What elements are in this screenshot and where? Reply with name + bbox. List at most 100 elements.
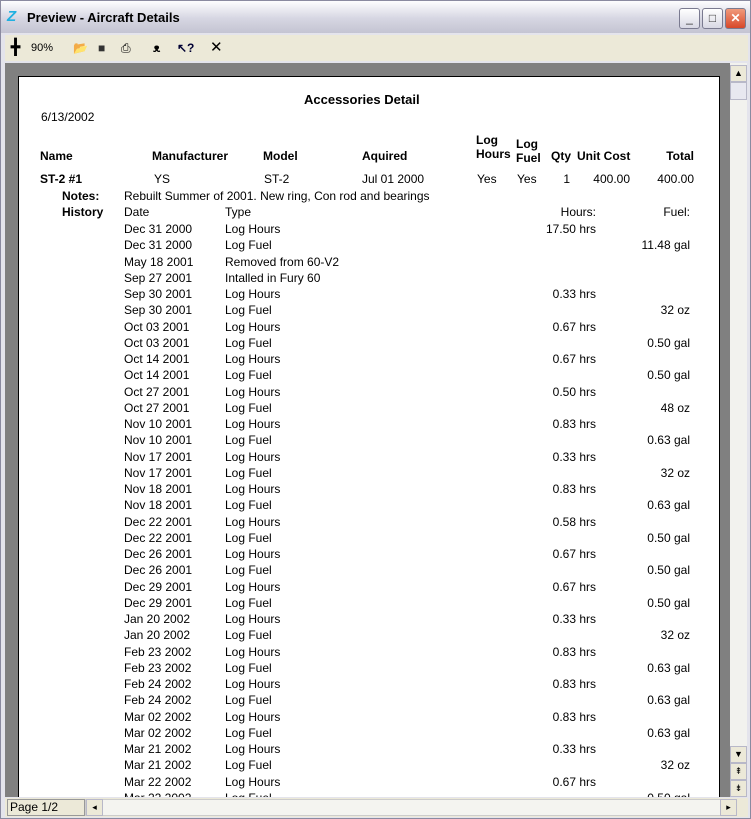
header-name: Name (40, 149, 73, 163)
history-date: Mar 22 2002 (124, 791, 191, 797)
history-date: Feb 24 2002 (124, 677, 192, 691)
history-date: Nov 10 2001 (124, 433, 193, 448)
history-date: Sep 27 2001 (124, 270, 193, 285)
history-fuel: 48 oz (660, 400, 690, 415)
history-type: Log Fuel (225, 368, 272, 383)
history-date: Nov 10 2001 (124, 417, 193, 431)
history-hours: 0.33 hrs (552, 287, 596, 301)
maximize-button[interactable]: □ (702, 8, 723, 29)
history-date: Dec 29 2001 (124, 579, 193, 594)
scroll-up-button[interactable]: ▲ (730, 65, 747, 82)
history-date: Oct 03 2001 (124, 319, 190, 334)
history-hours: 0.83 hrs (552, 644, 596, 659)
item-name: ST-2 #1 (40, 172, 83, 186)
history-type: Log Fuel (225, 660, 272, 675)
item-model: ST-2 (264, 172, 290, 186)
history-hours: 0.50 hrs (552, 384, 596, 399)
history-type: Log Fuel (225, 791, 272, 797)
history-type: Log Hours (225, 612, 281, 626)
history-header-date: Date (124, 205, 150, 219)
history-hours: 0.83 hrs (552, 677, 596, 691)
history-date: Sep 30 2001 (124, 287, 193, 301)
history-date: Nov 18 2001 (124, 498, 193, 513)
history-hours: 0.58 hrs (552, 514, 596, 529)
history-type: Log Fuel (225, 725, 272, 740)
history-fuel: 0.50 gal (647, 335, 690, 350)
history-type: Log Hours (225, 319, 281, 334)
item-log-fuel: Yes (517, 172, 537, 186)
report-date: 6/13/2002 (41, 110, 95, 124)
history-date: Dec 22 2001 (124, 530, 193, 545)
report-title: Accessories Detail (304, 92, 420, 107)
close-preview-icon[interactable]: ✕ (210, 39, 223, 56)
history-type: Log Hours (225, 417, 281, 431)
close-window-button[interactable]: ✕ (725, 8, 746, 29)
history-date: Mar 21 2002 (124, 742, 192, 756)
history-fuel: 0.50 gal (647, 563, 690, 578)
history-type: Log Hours (225, 287, 281, 301)
history-fuel: 0.50 gal (610, 791, 690, 797)
history-date: Feb 24 2002 (124, 693, 192, 708)
history-type: Log Hours (225, 482, 281, 496)
history-fuel: 32 oz (660, 303, 690, 318)
history-type: Log Hours (225, 579, 281, 594)
history-date: Jan 20 2002 (124, 628, 191, 643)
history-hours: 0.67 hrs (552, 774, 596, 789)
history-type: Log Hours (225, 742, 281, 756)
previous-page-button[interactable]: ⇞ (730, 763, 747, 780)
history-hours: 0.33 hrs (552, 612, 596, 626)
toolbar: ╋ 90% 📂 ■ ⎙ ᴥ ↖? ✕ (5, 35, 748, 61)
scroll-thumb[interactable] (730, 82, 747, 100)
preview-viewport: Accessories Detail 6/13/2002 Name Manufa… (5, 63, 730, 797)
zoom-level[interactable]: 90% (31, 42, 54, 54)
history-type: Log Fuel (225, 693, 272, 708)
history-fuel: 0.63 gal (647, 660, 690, 675)
history-type: Log Fuel (225, 595, 272, 610)
print-icon[interactable]: ⎙ (121, 41, 131, 55)
history-hours: 0.67 hrs (552, 319, 596, 334)
history-fuel: 0.50 gal (647, 595, 690, 610)
status-bar: Page 1/2 ◂ ▸ (5, 798, 748, 817)
save-icon[interactable]: ■ (98, 41, 106, 55)
history-type: Log Hours (225, 222, 281, 236)
scroll-down-button[interactable]: ▼ (730, 746, 747, 763)
window-title: Preview - Aircraft Details (27, 10, 180, 25)
history-date: Nov 17 2001 (124, 465, 193, 480)
header-total: Total (666, 149, 694, 163)
horizontal-scrollbar[interactable]: ◂ ▸ (85, 799, 737, 816)
history-fuel: 32 oz (660, 628, 690, 643)
zoom-icon[interactable]: ╋ (11, 39, 21, 56)
history-date: Mar 21 2002 (124, 758, 192, 773)
item-unit-cost: 400.00 (593, 172, 630, 186)
history-type: Log Fuel (225, 628, 272, 643)
history-date: Oct 27 2001 (124, 400, 190, 415)
next-page-button[interactable]: ⇟ (730, 780, 747, 797)
notes-label: Notes: (62, 189, 100, 203)
history-date: Feb 23 2002 (124, 660, 192, 675)
history-type: Log Fuel (225, 400, 272, 415)
history-header-hours: Hours: (560, 205, 596, 219)
history-type: Log Hours (225, 449, 281, 464)
history-type: Intalled in Fury 60 (225, 270, 321, 285)
item-log-hours: Yes (477, 172, 497, 186)
history-type: Log Fuel (225, 563, 272, 578)
history-type: Log Fuel (225, 335, 272, 350)
history-fuel: 11.48 gal (641, 238, 691, 253)
history-date: Dec 26 2001 (124, 563, 193, 578)
vertical-scrollbar[interactable]: ▲ ▼ ⇞ ⇟ (730, 63, 747, 797)
scroll-right-button[interactable]: ▸ (720, 799, 737, 816)
history-type: Log Hours (225, 709, 281, 724)
history-date: Mar 22 2002 (124, 774, 192, 789)
history-type: Log Fuel (225, 433, 272, 448)
find-icon[interactable]: ᴥ (153, 41, 161, 55)
help-icon[interactable]: ↖? (177, 41, 195, 55)
minimize-button[interactable]: _ (679, 8, 700, 29)
open-icon[interactable]: 📂 (73, 41, 88, 55)
history-date: Oct 14 2001 (124, 368, 190, 383)
header-log-fuel: Log Fuel (516, 137, 541, 165)
history-header-type: Type (225, 205, 252, 219)
history-date: Oct 27 2001 (124, 384, 190, 399)
scroll-left-button[interactable]: ◂ (86, 799, 103, 816)
history-hours: 0.83 hrs (552, 482, 596, 496)
